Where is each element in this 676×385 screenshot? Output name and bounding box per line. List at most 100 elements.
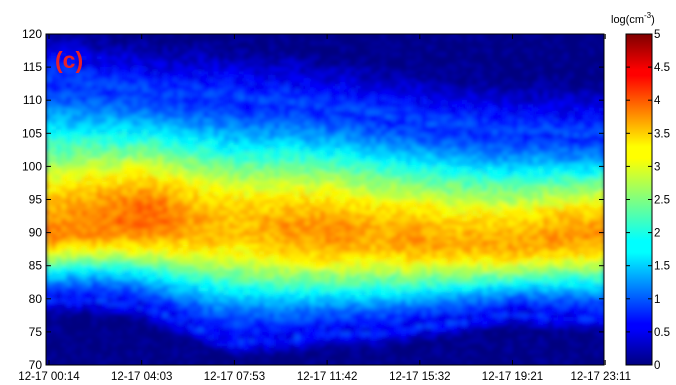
heatmap-cell [248,302,255,307]
heatmap-cell [198,232,204,237]
heatmap-cell [248,122,255,127]
heatmap-cell [147,298,154,304]
heatmap-cell [177,320,184,326]
heatmap-cell [86,122,93,127]
heatmap-cell [289,206,296,212]
heatmap-cell [182,276,189,282]
heatmap-cell [208,258,214,263]
heatmap-cell [152,177,159,182]
heatmap-cell [147,291,154,296]
heatmap-cell [259,155,265,160]
heatmap-cell [117,129,123,134]
heatmap-cell [177,162,184,167]
heatmap-cell [167,320,174,326]
heatmap-cell [71,265,78,270]
heatmap-cell [122,324,128,329]
heatmap-cell [259,203,265,208]
heatmap-cell [193,258,199,263]
heatmap-cell [309,295,316,300]
heatmap-cell [309,353,316,359]
heatmap-cell [177,129,184,134]
heatmap-cell [253,217,260,223]
heatmap-cell [152,239,159,245]
heatmap-cell [279,276,286,282]
heatmap-cell [76,265,83,270]
heatmap-cell [76,206,83,212]
heatmap-cell [157,192,164,197]
heatmap-cell [284,269,291,274]
heatmap-cell [233,206,240,212]
heatmap-cell [157,103,164,109]
heatmap-cell [66,177,72,182]
heatmap-cell [274,221,280,226]
heatmap-cell [279,48,286,53]
heatmap-cell [152,280,159,285]
heatmap-cell [132,320,138,326]
heatmap-cell [188,199,194,204]
heatmap-cell [56,357,62,362]
heatmap-cell [172,357,179,362]
heatmap-cell [127,243,133,248]
heatmap-cell [309,313,316,318]
heatmap-cell [203,298,209,304]
heatmap-cell [299,203,306,208]
heatmap-cell [56,243,62,248]
heatmap-cell [223,346,230,351]
heatmap-cell [96,287,103,293]
heatmap-cell [101,122,108,127]
heatmap-cell [132,250,138,256]
heatmap-cell [122,284,128,289]
heatmap-cell [248,342,255,348]
heatmap-cell [142,342,149,348]
heatmap-cell [66,192,72,197]
heatmap-cell [243,89,250,94]
heatmap-cell [274,70,280,76]
heatmap-cell [274,287,280,293]
heatmap-cell [71,52,78,57]
heatmap-cell [66,48,72,53]
heatmap-cell [314,357,321,362]
heatmap-cell [279,184,286,190]
heatmap-cell [51,199,57,204]
heatmap-cell [86,125,93,131]
heatmap-cell [111,129,118,134]
heatmap-cell [274,346,280,351]
heatmap-cell [218,122,225,127]
heatmap-cell [167,114,174,120]
heatmap-cell [162,48,169,53]
heatmap-cell [264,78,270,83]
heatmap-cell [218,357,225,362]
heatmap-cell [162,34,169,39]
heatmap-cell [314,320,321,326]
heatmap-cell [274,280,280,285]
heatmap-cell [61,114,67,120]
heatmap-cell [223,125,230,131]
heatmap-cell [289,239,296,245]
heatmap-cell [319,250,326,256]
heatmap-cell [142,320,149,326]
heatmap-cell [264,140,270,145]
heatmap-cell [81,206,88,212]
heatmap-cell [127,159,133,164]
heatmap-cell [223,331,230,337]
heatmap-cell [111,192,118,197]
heatmap-cell [218,287,225,293]
heatmap-cell [193,144,199,149]
heatmap-cell [223,85,230,90]
heatmap-cell [193,56,199,61]
heatmap-cell [86,103,93,109]
heatmap-cell [304,103,311,109]
heatmap-cell [56,225,62,230]
heatmap-cell [233,148,240,153]
heatmap-cell [86,287,93,293]
heatmap-cell [294,217,301,223]
heatmap-cell [264,195,270,201]
heatmap-cell [177,74,184,79]
heatmap-cell [106,56,113,61]
heatmap-cell [253,258,260,263]
heatmap-cell [101,232,108,237]
heatmap-cell [259,228,265,234]
heatmap-cell [264,114,270,120]
heatmap-cell [253,239,260,245]
heatmap-cell [81,210,88,215]
